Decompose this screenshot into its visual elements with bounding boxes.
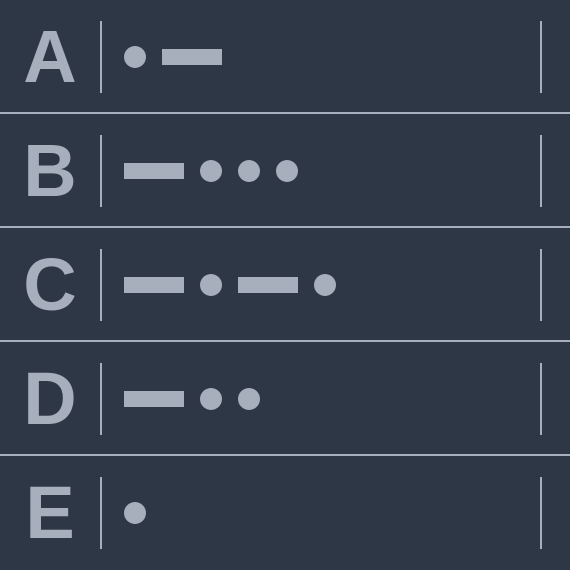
column-separator-right (540, 477, 542, 549)
morse-row-b: B (0, 114, 570, 228)
morse-dot (124, 46, 146, 68)
morse-dot (200, 388, 222, 410)
morse-row-d: D (0, 342, 570, 456)
morse-dash (238, 277, 298, 293)
morse-dot (238, 388, 260, 410)
morse-dash (124, 391, 184, 407)
letter-label: D (0, 362, 100, 436)
letter-label: E (0, 476, 100, 550)
letter-label: B (0, 134, 100, 208)
morse-dot (238, 160, 260, 182)
morse-row-e: E (0, 456, 570, 570)
morse-code (102, 160, 540, 182)
column-separator-right (540, 21, 542, 93)
column-separator-right (540, 363, 542, 435)
morse-code (102, 388, 540, 410)
morse-dot (276, 160, 298, 182)
column-separator-right (540, 135, 542, 207)
morse-dash (124, 163, 184, 179)
morse-dot (200, 160, 222, 182)
morse-code (102, 46, 540, 68)
morse-code (102, 274, 540, 296)
letter-label: A (0, 20, 100, 94)
morse-dot (200, 274, 222, 296)
letter-label: C (0, 248, 100, 322)
morse-code (102, 502, 540, 524)
morse-dot (124, 502, 146, 524)
column-separator-right (540, 249, 542, 321)
morse-dot (314, 274, 336, 296)
morse-row-a: A (0, 0, 570, 114)
morse-dash (162, 49, 222, 65)
morse-dash (124, 277, 184, 293)
morse-chart: ABCDE (0, 0, 570, 570)
morse-row-c: C (0, 228, 570, 342)
